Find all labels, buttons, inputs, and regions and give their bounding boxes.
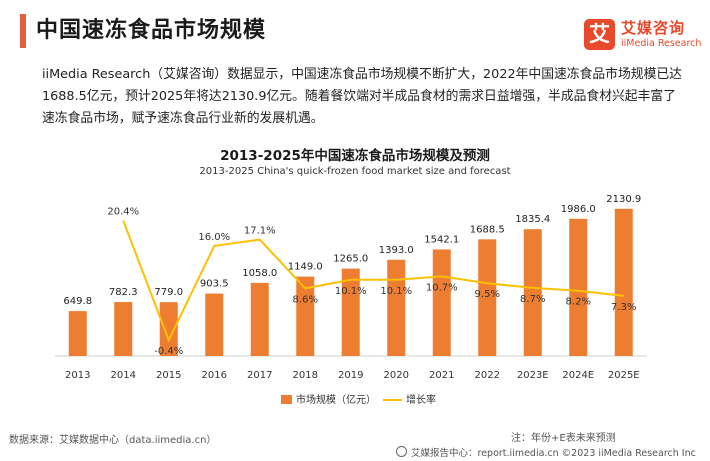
growth-rate-label: 8.6% — [293, 294, 318, 305]
bar — [114, 301, 133, 356]
x-tick-label: 2023E — [517, 370, 549, 381]
data-source: 数据来源：艾媒数据中心（data.iimedia.cn） — [9, 435, 217, 446]
growth-rate-label: 10.7% — [426, 282, 458, 293]
globe-icon — [396, 446, 407, 457]
x-tick-label: 2013 — [65, 370, 90, 381]
bar — [523, 229, 542, 356]
x-tick-label: 2024E — [562, 370, 594, 381]
x-tick-label: 2016 — [202, 370, 227, 381]
bar-value-label: 1265.0 — [333, 254, 368, 265]
growth-rate-label: 9.5% — [475, 289, 500, 300]
growth-rate-label: 16.0% — [198, 232, 230, 243]
logo-badge: 艾 — [584, 19, 615, 50]
growth-rate-label: 8.2% — [566, 297, 591, 308]
growth-rate-label: -0.4% — [154, 346, 183, 357]
growth-rate-line — [122, 220, 624, 343]
title-accent-bar — [20, 14, 26, 48]
bar — [205, 293, 224, 356]
bar-value-label: 1835.4 — [515, 214, 550, 225]
legend-swatch-market-size — [281, 395, 292, 404]
x-tick-label: 2014 — [111, 370, 136, 381]
bar — [569, 218, 588, 356]
x-tick-label: 2018 — [293, 370, 318, 381]
bar — [159, 302, 178, 356]
bar-value-label: 782.3 — [109, 287, 138, 298]
growth-rate-label: 20.4% — [107, 207, 139, 218]
x-tick-label: 2022 — [475, 370, 500, 381]
bar — [341, 268, 360, 356]
bar-value-label: 1986.0 — [561, 204, 596, 215]
forecast-note: 注：年份+E表未来预测 — [511, 433, 616, 444]
x-tick-label: 2015 — [156, 370, 181, 381]
bar-value-label: 779.0 — [154, 287, 183, 298]
x-tick-label: 2020 — [384, 370, 409, 381]
brand-logo: 艾 艾媒咨询 iiMedia Research — [584, 17, 704, 57]
bar-value-label: 1688.5 — [470, 224, 505, 235]
x-tick-label: 2021 — [429, 370, 454, 381]
market-size-chart: 649.8 782.3 779.0 903.5 1058.0 1149.0 1265.0 13… — [55, 194, 647, 406]
bar-value-label: 1149.0 — [288, 262, 323, 273]
growth-rate-label: 8.7% — [520, 294, 545, 305]
bar — [68, 311, 87, 356]
bar-value-label: 903.5 — [200, 279, 229, 290]
intro-paragraph: iiMedia Research（艾媒咨询）数据显示，中国速冻食品市场规模不断扩… — [42, 67, 682, 126]
chart-title: 2013-2025年中国速冻食品市场规模及预测 — [220, 148, 490, 164]
page-title: 中国速冻食品市场规模 — [36, 18, 267, 43]
chart-subtitle: 2013-2025 China's quick-frozen food mark… — [199, 166, 511, 177]
growth-rate-label: 17.1% — [244, 226, 276, 237]
logo-name-cn: 艾媒咨询 — [621, 19, 686, 37]
growth-rate-label: 7.3% — [611, 302, 636, 313]
bar-value-label: 649.8 — [63, 296, 92, 307]
x-tick-label: 2019 — [338, 370, 363, 381]
bar-value-label: 1393.0 — [379, 245, 414, 256]
report-footer-text: 艾媒报告中心：report.iimedia.cn ©2023 iiMedia R… — [411, 448, 696, 459]
x-tick-label: 2017 — [247, 370, 272, 381]
report-footer: 艾媒报告中心：report.iimedia.cn ©2023 iiMedia R… — [396, 445, 696, 459]
growth-rate-label: 10.1% — [380, 286, 412, 297]
logo-name-en: iiMedia Research — [621, 38, 702, 49]
bar — [296, 276, 315, 356]
bar — [614, 208, 633, 356]
bar — [250, 282, 269, 356]
bar — [432, 249, 451, 356]
bar — [478, 239, 497, 356]
legend-label-growth-rate: 增长率 — [406, 393, 436, 406]
x-tick-label: 2025E — [608, 370, 640, 381]
legend-label-market-size: 市场规模（亿元） — [296, 393, 376, 406]
bar — [387, 259, 406, 356]
bar-value-label: 1058.0 — [242, 268, 277, 279]
growth-rate-label: 10.1% — [335, 286, 367, 297]
bar-value-label: 1542.1 — [424, 234, 459, 245]
bar-value-label: 2130.9 — [606, 194, 641, 205]
